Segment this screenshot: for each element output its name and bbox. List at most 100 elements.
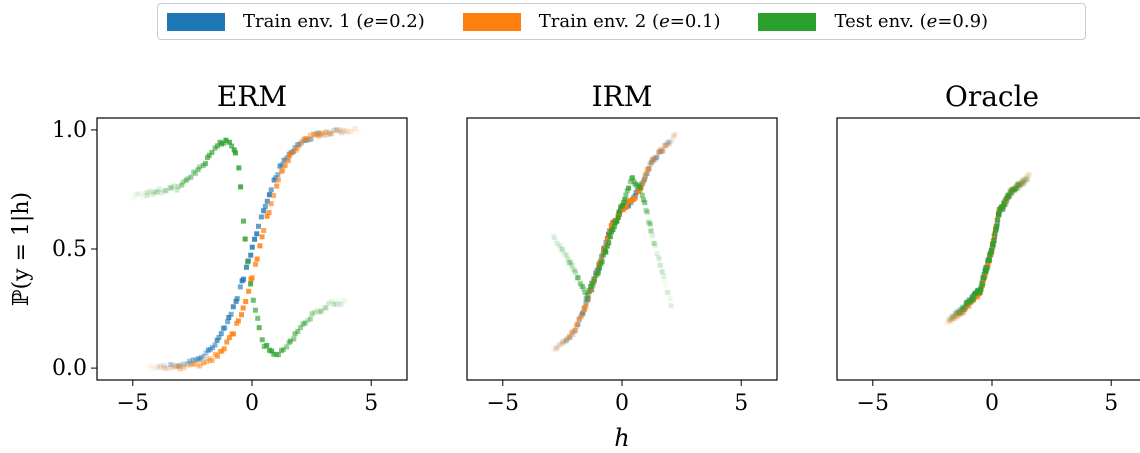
data-point xyxy=(656,149,662,155)
data-point xyxy=(550,347,556,353)
data-point xyxy=(241,218,247,224)
data-point xyxy=(331,301,337,307)
data-point xyxy=(1024,173,1030,179)
data-point xyxy=(953,311,959,317)
data-point xyxy=(185,175,191,181)
data-point xyxy=(1022,177,1028,183)
legend-label: Train env. 1 (e=0.2) xyxy=(243,11,425,32)
x-tick-label: 0 xyxy=(245,391,259,416)
data-point xyxy=(198,362,204,368)
data-point xyxy=(188,360,194,366)
data-point xyxy=(173,364,179,370)
data-point xyxy=(249,275,255,281)
data-point xyxy=(660,146,666,152)
data-point xyxy=(583,303,589,309)
data-point xyxy=(1022,180,1028,186)
data-point xyxy=(209,357,215,363)
data-point xyxy=(650,158,656,164)
data-point xyxy=(269,348,275,354)
data-point xyxy=(632,181,638,187)
data-point xyxy=(187,362,193,368)
data-point xyxy=(564,252,570,258)
data-point xyxy=(604,243,610,249)
data-point xyxy=(185,363,191,369)
data-point xyxy=(218,331,224,337)
data-point xyxy=(573,270,579,276)
data-point xyxy=(202,161,208,167)
data-point xyxy=(177,362,183,368)
data-point xyxy=(317,131,323,137)
data-point xyxy=(633,194,639,200)
panel-title: IRM xyxy=(592,80,653,113)
data-point xyxy=(949,313,955,319)
data-point xyxy=(597,265,603,271)
data-point xyxy=(565,256,571,262)
data-point xyxy=(135,191,141,197)
data-point xyxy=(222,325,228,331)
data-point xyxy=(569,329,575,335)
data-point xyxy=(551,235,557,241)
data-point xyxy=(958,311,964,317)
data-point xyxy=(615,214,621,220)
data-point xyxy=(575,275,581,281)
data-point xyxy=(623,192,629,198)
data-point xyxy=(1017,182,1023,188)
data-point xyxy=(556,244,562,250)
data-point xyxy=(588,287,594,293)
data-point xyxy=(652,155,658,161)
data-point xyxy=(567,334,573,340)
data-point xyxy=(1015,181,1021,187)
data-point xyxy=(332,128,338,134)
data-point xyxy=(1022,175,1028,181)
data-point xyxy=(264,342,270,348)
data-point xyxy=(234,296,240,302)
data-point xyxy=(274,183,280,189)
data-point xyxy=(658,148,664,154)
legend-swatch xyxy=(167,12,225,31)
data-point xyxy=(236,165,242,171)
data-point xyxy=(553,346,559,352)
data-point xyxy=(1024,175,1030,181)
legend-item: Train env. 2 (e=0.1) xyxy=(462,11,720,32)
data-point xyxy=(162,187,168,193)
data-point xyxy=(1020,179,1026,185)
data-point xyxy=(578,314,584,320)
data-point xyxy=(266,210,272,216)
data-point xyxy=(1008,190,1014,196)
data-point xyxy=(977,289,983,295)
data-point xyxy=(157,363,163,369)
data-point xyxy=(616,209,622,215)
data-point xyxy=(951,315,957,321)
data-point xyxy=(992,231,998,237)
data-point xyxy=(268,201,274,207)
data-point xyxy=(670,133,676,139)
data-point xyxy=(574,324,580,330)
data-point xyxy=(637,185,643,191)
data-point xyxy=(287,338,293,344)
data-point xyxy=(1010,187,1016,193)
x-tick-label: −5 xyxy=(117,391,149,416)
data-point xyxy=(557,243,563,249)
data-point xyxy=(979,281,985,287)
data-point xyxy=(948,314,954,320)
x-tick-label: 0 xyxy=(615,391,629,416)
data-point xyxy=(340,129,346,135)
data-point xyxy=(1021,179,1027,185)
data-point xyxy=(233,298,239,304)
data-point xyxy=(324,128,330,134)
data-point xyxy=(581,286,587,292)
data-point xyxy=(957,306,963,312)
data-point xyxy=(292,331,298,337)
data-point xyxy=(564,336,570,342)
data-point xyxy=(1011,187,1017,193)
data-point xyxy=(560,340,566,346)
data-point xyxy=(171,183,177,189)
data-point xyxy=(295,328,301,334)
data-point xyxy=(623,204,629,210)
data-point xyxy=(622,197,628,203)
data-point xyxy=(953,311,959,317)
data-point xyxy=(1019,181,1025,187)
data-point xyxy=(303,136,309,142)
data-point xyxy=(159,190,165,196)
data-point xyxy=(620,207,626,213)
